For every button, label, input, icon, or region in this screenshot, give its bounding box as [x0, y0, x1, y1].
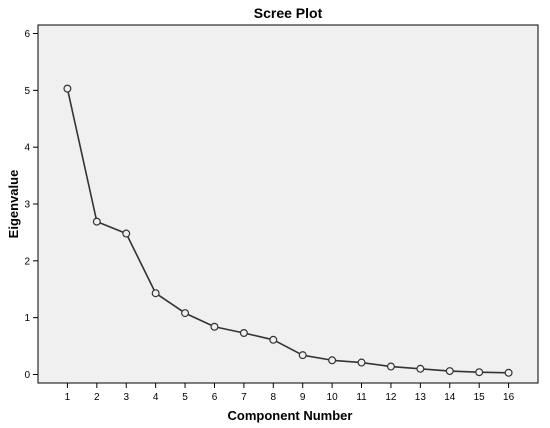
y-tick-label: 1	[24, 313, 30, 324]
data-point	[328, 356, 337, 365]
x-tick-label: 9	[300, 392, 306, 403]
y-tick-label: 6	[24, 29, 30, 40]
data-point	[63, 84, 72, 93]
y-axis-title: Eigenvalue	[6, 170, 21, 239]
x-axis-ticks: 1 2 3 4 5 6 7 8 9 10 11 12 13 14 15 16	[65, 383, 515, 403]
x-tick-label: 11	[356, 392, 367, 403]
x-tick-label: 10	[327, 392, 339, 403]
y-tick-label: 4	[24, 143, 30, 154]
plot-area	[37, 24, 539, 384]
data-point	[122, 229, 131, 238]
series-eigenvalue	[63, 84, 513, 377]
data-point	[239, 328, 248, 337]
x-tick-label: 3	[123, 392, 129, 403]
x-tick-label: 5	[182, 392, 188, 403]
data-point	[181, 309, 190, 318]
data-point	[269, 335, 278, 344]
data-point	[416, 364, 425, 373]
y-axis-ticks: 0 1 2 3 4 5 6	[24, 29, 38, 381]
x-tick-label: 6	[212, 392, 218, 403]
x-tick-label: 7	[241, 392, 247, 403]
x-tick-label: 12	[385, 392, 397, 403]
data-point	[445, 367, 454, 376]
data-point	[504, 368, 513, 377]
y-tick-label: 2	[24, 256, 30, 267]
x-tick-label: 16	[503, 392, 515, 403]
x-tick-label: 1	[65, 392, 71, 403]
x-tick-label: 4	[153, 392, 159, 403]
y-tick-label: 0	[24, 370, 30, 381]
data-point	[210, 322, 219, 331]
x-axis-title: Component Number	[228, 408, 353, 423]
x-tick-label: 2	[94, 392, 100, 403]
x-tick-label: 15	[474, 392, 486, 403]
x-tick-label: 8	[271, 392, 277, 403]
x-tick-label: 13	[415, 392, 427, 403]
y-tick-label: 3	[24, 200, 30, 211]
data-point	[475, 368, 484, 377]
chart-title: Scree Plot	[254, 5, 323, 21]
y-tick-label: 5	[24, 86, 30, 97]
series-line	[66, 88, 509, 374]
data-point	[151, 289, 160, 298]
data-point	[92, 217, 101, 226]
data-point	[357, 358, 366, 367]
data-point	[298, 351, 307, 360]
x-tick-label: 14	[444, 392, 456, 403]
data-point	[386, 362, 395, 371]
